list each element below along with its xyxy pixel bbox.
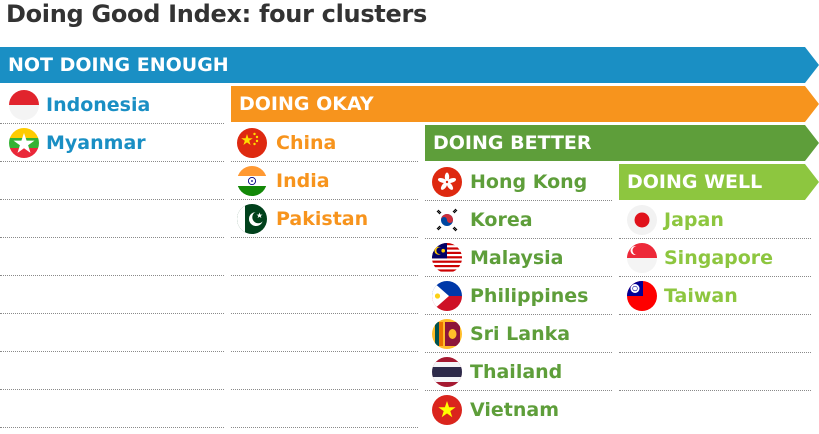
country-name: China (276, 132, 337, 154)
country-name: Myanmar (46, 132, 146, 154)
country-name: Korea (470, 209, 533, 231)
indonesia-flag-icon (9, 90, 39, 120)
pakistan-flag-icon (237, 204, 267, 234)
row-myanmar: Myanmar (0, 124, 224, 162)
country-name: Hong Kong (470, 171, 588, 193)
korea-flag-icon (432, 205, 462, 235)
row-empty (0, 390, 224, 428)
row-indonesia: Indonesia (0, 86, 224, 124)
chart-title: Doing Good Index: four clusters (6, 0, 427, 28)
row-korea: Korea (425, 201, 612, 239)
row-philippines: Philippines (425, 277, 612, 315)
malaysia-flag-icon (432, 243, 462, 273)
row-empty (0, 314, 224, 352)
japan-flag-icon (627, 205, 657, 235)
banner-doing-better: DOING BETTER (425, 125, 819, 161)
row-china: China (231, 124, 418, 162)
country-name: Japan (664, 209, 724, 231)
row-taiwan: Taiwan (619, 277, 811, 315)
hong-kong-flag-icon (432, 167, 462, 197)
row-empty (619, 315, 811, 353)
sri-lanka-flag-icon (432, 319, 462, 349)
banner-doing-well: DOING WELL (619, 164, 819, 200)
row-empty (0, 238, 224, 276)
country-name: Taiwan (664, 285, 738, 307)
row-empty (619, 353, 811, 391)
country-name: Sri Lanka (470, 323, 571, 345)
row-singapore: Singapore (619, 239, 811, 277)
row-empty (0, 276, 224, 314)
country-name: Malaysia (470, 247, 564, 269)
row-malaysia: Malaysia (425, 239, 612, 277)
row-thailand: Thailand (425, 353, 612, 391)
row-empty (231, 314, 418, 352)
row-india: India (231, 162, 418, 200)
country-name: India (276, 170, 330, 192)
row-empty (231, 276, 418, 314)
row-japan: Japan (619, 201, 811, 239)
banner-doing-okay: DOING OKAY (231, 86, 819, 122)
row-pakistan: Pakistan (231, 200, 418, 238)
taiwan-flag-icon (627, 281, 657, 311)
vietnam-flag-icon (432, 395, 462, 425)
country-name: Pakistan (276, 208, 369, 230)
row-vietnam: Vietnam (425, 391, 612, 429)
row-empty (231, 352, 418, 390)
row-empty (0, 200, 224, 238)
row-sri-lanka: Sri Lanka (425, 315, 612, 353)
row-empty (231, 238, 418, 276)
country-name: Thailand (470, 361, 563, 383)
singapore-flag-icon (627, 243, 657, 273)
country-name: Indonesia (46, 94, 151, 116)
row-empty (0, 352, 224, 390)
country-name: Vietnam (470, 399, 559, 421)
row-hong-kong: Hong Kong (425, 163, 612, 201)
country-name: Philippines (470, 285, 589, 307)
china-flag-icon (237, 128, 267, 158)
row-empty (231, 390, 418, 428)
country-name: Singapore (664, 247, 774, 269)
philippines-flag-icon (432, 281, 462, 311)
banner-not-doing-enough: NOT DOING ENOUGH (0, 47, 819, 83)
row-empty (0, 162, 224, 200)
thailand-flag-icon (432, 357, 462, 387)
myanmar-flag-icon (9, 128, 39, 158)
india-flag-icon (237, 166, 267, 196)
